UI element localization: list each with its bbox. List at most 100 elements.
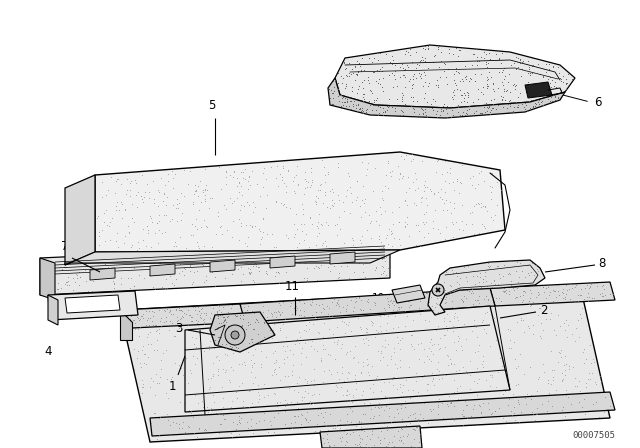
Point xyxy=(253,263,263,271)
Point xyxy=(160,228,170,235)
Point xyxy=(186,220,196,228)
Point xyxy=(300,259,310,267)
Point xyxy=(246,223,257,230)
Point xyxy=(225,172,235,179)
Point xyxy=(378,270,388,277)
Point xyxy=(289,174,300,181)
Point xyxy=(387,375,397,383)
Point xyxy=(271,162,282,169)
Point xyxy=(422,289,433,297)
Point xyxy=(230,312,241,319)
Point xyxy=(262,192,272,199)
Point xyxy=(336,262,346,269)
Point xyxy=(207,392,218,399)
Point xyxy=(197,397,207,405)
Point xyxy=(308,311,319,319)
Point xyxy=(496,186,506,194)
Point xyxy=(576,292,586,299)
Polygon shape xyxy=(328,78,565,118)
Point xyxy=(106,173,116,180)
Point xyxy=(252,325,262,332)
Point xyxy=(480,108,490,115)
Point xyxy=(339,319,349,326)
Point xyxy=(528,330,538,337)
Point xyxy=(372,328,383,336)
Point xyxy=(414,61,424,69)
Point xyxy=(451,369,461,376)
Point xyxy=(440,188,451,195)
Point xyxy=(468,98,479,105)
Point xyxy=(323,171,333,178)
Point xyxy=(207,333,217,340)
Point xyxy=(478,278,488,285)
Point xyxy=(388,56,398,64)
Point xyxy=(456,328,466,335)
Point xyxy=(178,314,188,321)
Point xyxy=(388,306,398,314)
Point xyxy=(209,398,220,405)
Point xyxy=(383,185,393,192)
Point xyxy=(404,294,415,302)
Point xyxy=(381,317,391,324)
Point xyxy=(211,409,221,416)
Point xyxy=(216,222,227,229)
Point xyxy=(271,174,282,181)
Point xyxy=(426,407,436,414)
Point xyxy=(484,182,495,190)
Point xyxy=(234,236,244,243)
Point xyxy=(253,381,263,388)
Point xyxy=(154,380,164,387)
Point xyxy=(341,392,351,399)
Point xyxy=(302,345,312,352)
Point xyxy=(341,350,351,357)
Point xyxy=(246,363,257,370)
Point xyxy=(379,434,389,441)
Point xyxy=(415,369,425,376)
Point xyxy=(441,293,451,300)
Point xyxy=(415,242,425,250)
Point xyxy=(379,305,389,312)
Point xyxy=(360,109,371,116)
Point xyxy=(433,340,443,347)
Point xyxy=(563,321,573,328)
Point xyxy=(217,230,227,237)
Point xyxy=(410,423,420,430)
Point xyxy=(428,224,438,232)
Point xyxy=(426,370,436,377)
Point xyxy=(355,63,365,70)
Point xyxy=(520,99,530,106)
Point xyxy=(444,49,454,56)
Point xyxy=(357,390,367,397)
Point xyxy=(359,339,369,346)
Point xyxy=(244,307,255,314)
Point xyxy=(451,334,461,341)
Point xyxy=(332,384,342,391)
Polygon shape xyxy=(150,264,175,276)
Point xyxy=(300,274,310,281)
Point xyxy=(382,427,392,434)
Point xyxy=(182,320,192,327)
Point xyxy=(337,95,348,102)
Point xyxy=(269,366,280,374)
Point xyxy=(467,411,477,418)
Point xyxy=(269,414,279,421)
Point xyxy=(593,282,603,289)
Point xyxy=(469,230,479,237)
Point xyxy=(351,416,361,423)
Point xyxy=(317,295,328,302)
Point xyxy=(403,173,413,180)
Point xyxy=(388,381,398,388)
Point xyxy=(454,86,465,93)
Point xyxy=(326,185,337,193)
Point xyxy=(248,262,258,269)
Point xyxy=(419,306,429,314)
Polygon shape xyxy=(120,304,252,328)
Point xyxy=(220,316,230,323)
Point xyxy=(264,417,275,424)
Point xyxy=(128,306,138,314)
Point xyxy=(422,82,433,89)
Point xyxy=(478,276,488,283)
Point xyxy=(185,267,195,275)
Point xyxy=(213,311,223,319)
Point xyxy=(230,311,241,319)
